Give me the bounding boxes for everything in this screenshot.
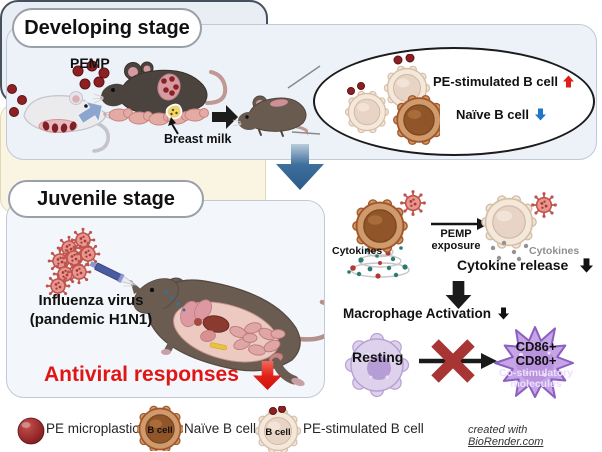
reduced-cytokine-dots [490,240,529,262]
cytokines-right-label: Cytokines [529,245,580,257]
developing-stage-title: Developing stage [12,8,202,48]
up-arrow-icon [562,75,574,88]
pemp-exposure-label: PEMP exposure [429,228,483,252]
developing-stage-title-text: Developing stage [24,16,190,39]
bcell-badge: B cell [147,425,172,436]
credit-prefix: created with [468,424,528,436]
dark-mother-mouse [92,61,228,126]
young-mouse [232,95,308,137]
pe-stimulated-label: PE-stimulated B cell [433,74,558,89]
pemp-exposure-line1: PEMP [440,228,472,240]
bcell-cluster [344,54,440,146]
pe-stimulated-bcell-icon: B cell [255,406,301,452]
breast-milk-droplet [165,103,183,120]
red-x-icon [431,339,475,383]
juvenile-stage-title-text: Juvenile stage [37,187,175,210]
pe-dots-on-cells [347,54,415,95]
down-arrow-icon [535,108,546,121]
pe-stimulated-legend-label: PE-stimulated B cell [303,421,424,436]
infected-mouse [123,277,324,387]
stage-transition-arrow [276,144,324,190]
cytokines-left-label: Cytokines [332,245,383,257]
cd86-label: CD86+ [515,339,557,354]
pe-microplastic-label: PE microplastic [46,421,140,436]
pe-stimulated-callout-row: PE-stimulated B cell [433,74,574,89]
virus-entry-dots [164,290,186,312]
breast-milk-pointer [168,117,179,135]
cytokine-release-row: Cytokine release [457,257,594,273]
cd80-label: CD80+ [515,352,557,368]
pe-microplastic-icon [17,417,45,445]
down-arrow-icon [580,257,594,273]
down-arrow-icon [498,307,510,320]
activated-macrophage [494,326,574,399]
pe-stimulated-bcell [344,90,390,134]
virus-on-exposed-bcell [530,191,558,219]
cytokine-scene [347,190,558,279]
juvenile-scene-illustration [44,226,324,387]
naive-bcell-label: Naïve B cell [456,107,529,122]
resting-macrophage [344,332,410,398]
pipette [89,261,136,286]
exposed-bcell [481,195,537,249]
mouse-organs [180,299,286,364]
antiviral-down-arrow [253,361,282,390]
costimulatory-label: Co-stimulatory molecules [498,367,574,390]
macrophage-scene [344,326,574,399]
naive-bcell-legend-label: Naïve B cell [184,421,257,436]
virus-on-healthy-bcell [399,190,427,217]
macrophage-title-row: Macrophage Activation [343,306,510,321]
callout-lines [287,65,321,135]
resting-label: Resting [352,349,404,365]
developing-scene-illustration [7,60,308,153]
pe-dots-left [7,84,27,117]
pemp-exposure-line2: exposure [431,239,481,252]
breast-milk-label: Breast milk [164,132,232,146]
naive-bcell-icon: B cell [137,405,183,451]
juvenile-stage-title: Juvenile stage [8,180,204,218]
biorender-link[interactable]: BioRender.com [468,436,544,448]
pemp-label: PEMP [70,55,110,71]
cytokine-release-label: Cytokine release [457,257,569,273]
influenza-label-line2: (pandemic H1N1) [29,310,153,328]
pemp-dots [72,60,110,90]
bcell-callout-oval [313,47,595,156]
macrophage-activation-label: Macrophage Activation [343,306,492,321]
antiviral-responses-label: Antiviral responses [44,363,239,386]
naive-callout-row: Naïve B cell [456,107,546,122]
influenza-label: Influenza virus (pandemic H1N1) [18,292,164,329]
naive-bcell [392,94,440,146]
bcell-badge: B cell [265,427,290,438]
biorender-credit: created with BioRender.com [468,424,602,448]
pe-in-mammary [42,121,77,133]
blocked-activation-arrow [419,339,497,383]
cytokine-spiral [347,233,410,279]
influenza-label-line1: Influenza virus [38,292,144,309]
pe-in-mother [161,76,179,96]
cd-markers-label: CD86+ CD80+ [499,340,573,367]
